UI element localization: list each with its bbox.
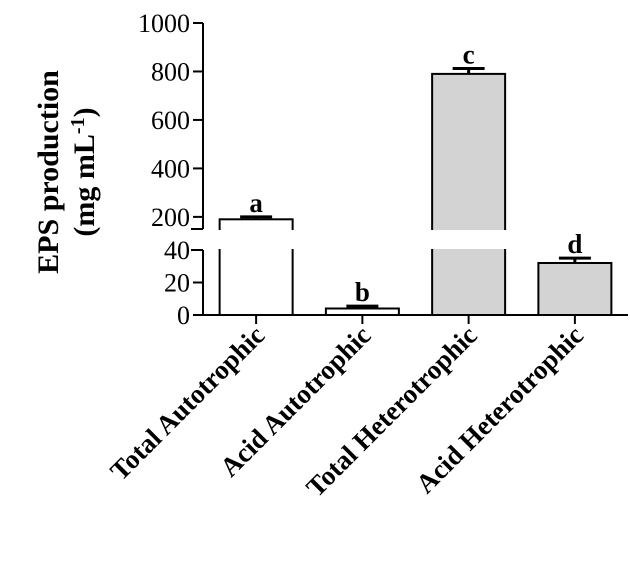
- bar-break-gap-0: [217, 230, 295, 249]
- y-tick-label-800: 800: [151, 57, 190, 86]
- y-axis-label-line-2: (mg mL-1): [67, 107, 101, 236]
- y-axis-label-superscript: -1: [67, 117, 89, 134]
- y-tick-label-600: 600: [151, 106, 190, 135]
- y-tick-label-1000: 1000: [138, 9, 190, 38]
- bar-1: [324, 307, 400, 316]
- y-tick-label-20: 20: [164, 269, 190, 298]
- y-tick-label-40: 40: [164, 236, 190, 265]
- y-tick-label-200: 200: [151, 203, 190, 232]
- y-tick-label-400: 400: [151, 154, 190, 183]
- bar-2: [431, 72, 507, 316]
- y-tick-label-0: 0: [177, 301, 190, 330]
- significance-letter-c: c: [463, 40, 475, 70]
- bar-3: [537, 262, 613, 316]
- bar-break-gap-2: [430, 230, 508, 249]
- significance-letter-a: a: [249, 188, 263, 218]
- y-axis-label-line-1: EPS production: [32, 70, 65, 274]
- significance-letter-b: b: [355, 277, 370, 307]
- significance-letter-d: d: [567, 229, 582, 259]
- y-axis-label-close: ): [68, 107, 101, 117]
- y-axis-label-unit: (mg mL: [68, 134, 101, 236]
